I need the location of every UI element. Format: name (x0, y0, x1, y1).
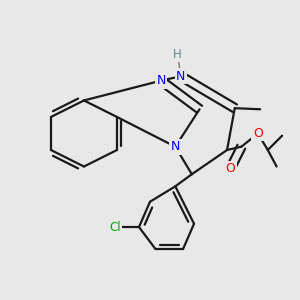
Text: Cl: Cl (109, 220, 121, 234)
Text: N: N (156, 74, 166, 87)
Text: H: H (173, 48, 182, 61)
Text: N: N (176, 70, 185, 83)
Text: O: O (253, 127, 263, 140)
Text: O: O (225, 162, 235, 175)
Text: N: N (171, 140, 180, 153)
